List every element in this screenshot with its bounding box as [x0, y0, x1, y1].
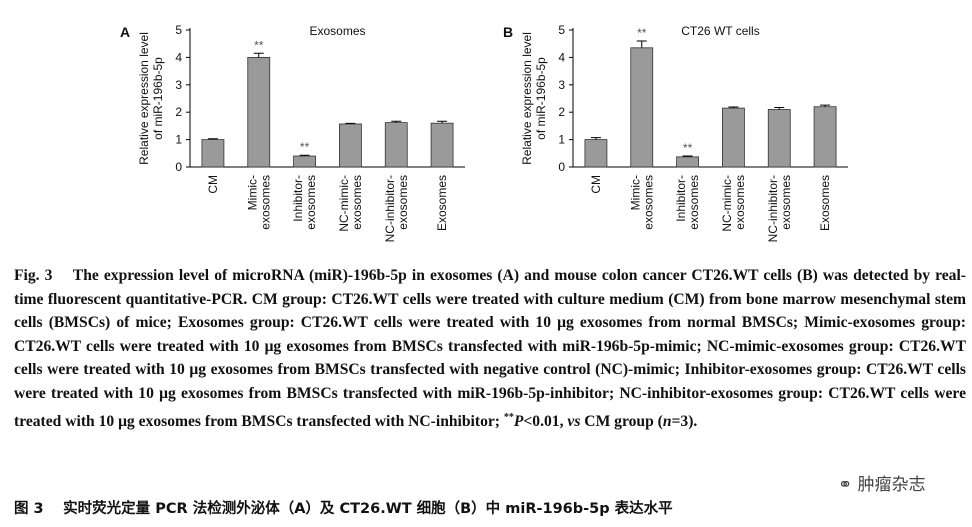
caption: Fig. 3 The expression level of microRNA …: [14, 264, 966, 433]
bar: [384, 122, 408, 168]
x-tick-label: exosomes: [641, 175, 655, 230]
error-bar: [345, 122, 356, 124]
bar: [430, 122, 454, 168]
chart-title: CT26 WT cells: [681, 24, 759, 38]
error-bar: [728, 106, 739, 109]
caption-text: =3).: [671, 412, 698, 430]
x-tick-label: NC-inhibitor-: [766, 175, 780, 242]
x-tick-label: Inhibitor-: [674, 175, 688, 222]
caption-italic: n: [662, 412, 672, 430]
panel-label: A: [120, 24, 130, 40]
bar: [201, 139, 225, 168]
caption-text: Fig. 3 The expression level of microRNA …: [14, 267, 966, 430]
significance: **: [254, 38, 264, 52]
x-tick-label: Exosomes: [435, 175, 449, 231]
bar: [584, 139, 608, 168]
x-tick-label: Mimic-: [628, 175, 642, 210]
bar: [293, 155, 316, 168]
watermark-text: 肿瘤杂志: [857, 475, 926, 495]
significance: **: [683, 141, 693, 155]
x-tick-label: NC-mimic-: [720, 175, 734, 232]
bar: [813, 106, 837, 168]
y-tick-label: 3: [175, 78, 182, 92]
bar: [247, 57, 271, 168]
y-axis-label: of miR-196b-5p: [534, 57, 548, 140]
y-tick-label: 2: [558, 105, 565, 119]
y-tick-label: 4: [175, 50, 182, 64]
chart-title: Exosomes: [309, 24, 365, 38]
error-bar: [590, 137, 601, 140]
y-axis-label: Relative expression level: [137, 32, 151, 165]
x-tick-label: Exosomes: [818, 175, 832, 231]
significance: **: [637, 26, 647, 40]
bar: [630, 47, 654, 168]
y-tick-label: 5: [175, 23, 182, 37]
caption-italic: P: [513, 412, 524, 430]
y-tick-label: 5: [558, 23, 565, 37]
error-bar: [820, 104, 831, 107]
x-tick-label: CM: [589, 175, 603, 194]
x-tick-label: Inhibitor-: [291, 175, 305, 222]
x-tick-label: exosomes: [304, 175, 318, 230]
y-axis-label: of miR-196b-5p: [151, 57, 165, 140]
x-tick-label: exosomes: [687, 175, 701, 230]
significance: **: [300, 140, 310, 154]
error-bar: [253, 52, 264, 58]
y-tick-label: 4: [558, 50, 565, 64]
x-tick-label: exosomes: [733, 175, 747, 230]
error-bar: [682, 155, 693, 157]
y-tick-label: 1: [558, 133, 565, 147]
y-tick-label: 0: [558, 160, 565, 174]
chinese-caption: 图 3 实时荧光定量 PCR 法检测外泌体（A）及 CT26.WT 细胞（B）中…: [14, 501, 673, 517]
x-tick-label: exosomes: [396, 175, 410, 230]
x-tick-label: NC-inhibitor-: [383, 175, 397, 242]
caption-text: <0.01,: [523, 412, 568, 430]
y-axis-label: Relative expression level: [520, 32, 534, 165]
error-bar: [391, 120, 402, 123]
caption-italic: vs: [567, 412, 581, 430]
bar: [339, 123, 362, 168]
bar: [767, 109, 791, 168]
y-tick-label: 2: [175, 105, 182, 119]
error-bar: [207, 138, 218, 140]
x-tick-label: NC-mimic-: [337, 175, 351, 232]
x-tick-label: exosomes: [779, 175, 793, 230]
bar: [722, 107, 745, 168]
error-bar: [774, 107, 785, 110]
error-bar: [299, 154, 310, 157]
panel-label: B: [503, 24, 513, 40]
x-tick-label: exosomes: [258, 175, 272, 230]
bar: [676, 156, 699, 168]
x-tick-label: CM: [206, 175, 220, 194]
caption-sup: **: [503, 411, 514, 423]
error-bar: [636, 40, 647, 48]
watermark: ⚭ 肿瘤杂志: [838, 475, 926, 495]
y-tick-label: 1: [175, 133, 182, 147]
x-tick-label: Mimic-: [245, 175, 259, 210]
error-bar: [437, 120, 448, 124]
x-tick-label: exosomes: [350, 175, 364, 230]
caption-text: CM group (: [580, 412, 663, 430]
y-tick-label: 0: [175, 160, 182, 174]
y-tick-label: 3: [558, 78, 565, 92]
